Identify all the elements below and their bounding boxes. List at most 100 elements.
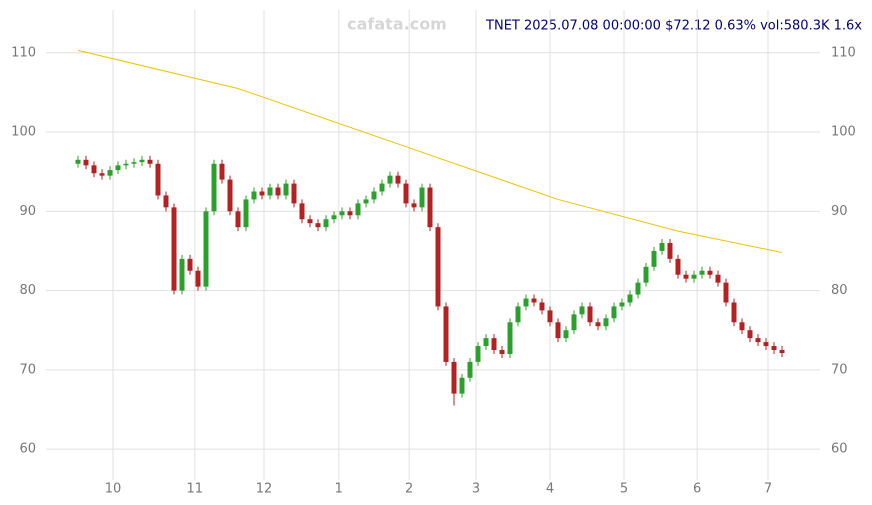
candle-body <box>747 330 753 339</box>
candle-body <box>75 159 81 164</box>
y-tick-label: 100 <box>11 125 36 140</box>
x-tick-label: 1 <box>335 482 343 497</box>
candle-body <box>419 187 425 208</box>
x-tick-label: 5 <box>620 482 628 497</box>
candle-body <box>339 211 345 216</box>
candle-body <box>315 223 321 228</box>
candle-body <box>203 211 209 287</box>
x-tick-label: 3 <box>472 482 480 497</box>
candle-body <box>387 175 393 184</box>
candle-body <box>451 361 457 394</box>
candle-body <box>555 322 561 339</box>
candle-body <box>163 195 169 208</box>
x-tick-label: 2 <box>405 482 413 497</box>
y-tick-label-right: 60 <box>831 442 848 457</box>
candle-body <box>259 191 265 196</box>
candle-body <box>435 227 441 307</box>
candle-body <box>251 191 257 200</box>
x-tick-label: 12 <box>256 482 273 497</box>
candle-body <box>299 203 305 220</box>
candle-body <box>379 183 385 192</box>
candle-body <box>195 270 201 287</box>
y-tick-label-right: 70 <box>831 362 848 377</box>
candle-body <box>627 294 633 303</box>
candle-body <box>699 270 705 275</box>
candle-body <box>331 215 337 220</box>
candle-body <box>179 258 185 291</box>
candle-body <box>235 211 241 228</box>
candle-body <box>619 302 625 307</box>
candle-body <box>347 211 353 216</box>
candle-body <box>779 350 785 354</box>
candle-body <box>291 183 297 204</box>
candle-body <box>99 173 105 176</box>
candle-body <box>307 219 313 224</box>
x-tick-label: 11 <box>187 482 204 497</box>
candle-body <box>355 203 361 216</box>
candle-body <box>771 346 777 351</box>
candle-body <box>91 165 97 174</box>
candle-body <box>523 298 529 307</box>
candle-body <box>467 361 473 378</box>
candle-body <box>187 258 193 271</box>
y-tick-label: 110 <box>11 45 36 60</box>
candle-body <box>107 170 113 176</box>
candle-body <box>763 342 769 347</box>
candle-body <box>403 183 409 204</box>
y-tick-label-right: 90 <box>831 204 848 219</box>
candle-body <box>227 179 233 212</box>
y-tick-label: 60 <box>19 442 36 457</box>
candle-body <box>243 199 249 228</box>
candle-body <box>507 322 513 354</box>
candle-body <box>123 163 129 166</box>
candle-body <box>643 266 649 283</box>
moving-average-line <box>77 49 783 254</box>
candle-body <box>571 314 577 331</box>
x-tick-label: 10 <box>105 482 122 497</box>
candle-body <box>531 298 537 303</box>
chart-title: TNET 2025.07.08 00:00:00 $72.12 0.63% vo… <box>485 19 862 34</box>
candle-body <box>483 338 489 347</box>
candle-body <box>459 377 465 394</box>
candle-body <box>115 165 121 171</box>
candle-body <box>499 350 505 354</box>
candle-body <box>595 322 601 327</box>
candle-body <box>139 159 145 163</box>
candle-body <box>587 306 593 323</box>
candle-body <box>155 163 161 196</box>
y-tick-label: 80 <box>19 283 36 298</box>
candle-body <box>219 163 225 180</box>
x-tick-label: 6 <box>693 482 701 497</box>
candle-body <box>603 318 609 327</box>
x-tick-label: 4 <box>546 482 554 497</box>
candle-body <box>683 274 689 279</box>
watermark: cafata.com <box>347 15 447 34</box>
candle-body <box>651 250 657 267</box>
candle-body <box>83 159 89 166</box>
y-tick-label: 90 <box>19 204 36 219</box>
candle-body <box>395 175 401 184</box>
candle-body <box>371 191 377 200</box>
candle-body <box>659 243 665 251</box>
candle-body <box>147 159 153 164</box>
candle-body <box>363 199 369 204</box>
candle-body <box>731 302 737 323</box>
candle-body <box>491 338 497 351</box>
y-tick-label-right: 110 <box>831 45 856 60</box>
candle-body <box>443 306 449 362</box>
candle-body <box>275 187 281 196</box>
candle-body <box>547 310 553 323</box>
candle-body <box>283 183 289 196</box>
x-tick-label: 7 <box>764 482 772 497</box>
candle-body <box>723 282 729 303</box>
y-tick-label-right: 100 <box>831 125 856 140</box>
y-tick-label-right: 80 <box>831 283 848 298</box>
candle-body <box>675 258 681 275</box>
candle-body <box>579 306 585 315</box>
candle-body <box>131 162 137 164</box>
y-tick-label: 70 <box>19 362 36 377</box>
candle-body <box>707 270 713 275</box>
candle-body <box>211 163 217 212</box>
